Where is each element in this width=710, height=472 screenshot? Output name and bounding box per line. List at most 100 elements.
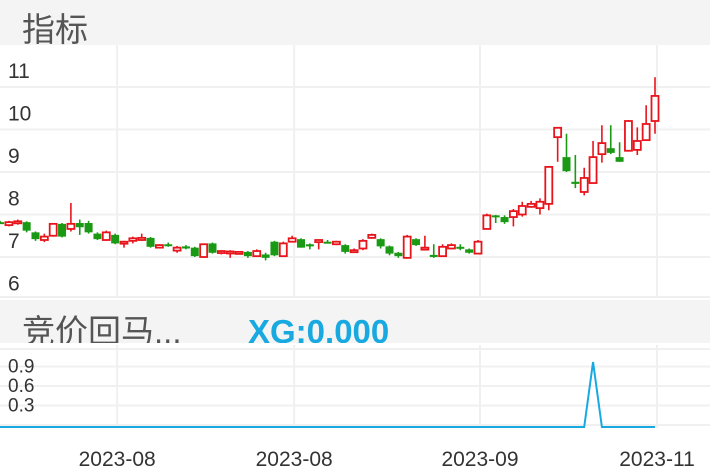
candle-body [331, 240, 341, 246]
candle-body [526, 202, 536, 208]
candle-body [234, 250, 244, 255]
candle-body [4, 221, 14, 227]
panel-title: 指标 [22, 11, 88, 45]
candle-body [597, 142, 607, 156]
candle-up [447, 243, 456, 250]
candle-body [75, 223, 84, 228]
candle-body [297, 239, 305, 248]
candle-body [376, 239, 385, 247]
candle-body [190, 247, 199, 257]
candle-up [13, 219, 23, 225]
candle-down [93, 232, 102, 240]
candle-up [172, 245, 182, 253]
candle-body [624, 120, 633, 152]
candle-body [500, 217, 509, 223]
candle-body [447, 244, 456, 250]
candle-body [412, 239, 421, 246]
candle-body [154, 244, 164, 249]
candle-body [402, 235, 412, 259]
candle-body [13, 220, 23, 225]
candle-down [181, 245, 190, 250]
candle-body [93, 233, 102, 240]
candle-body [606, 148, 615, 153]
candle-body [111, 234, 120, 244]
candle-body [438, 245, 448, 258]
candle-down [58, 223, 67, 238]
candle-body [0, 222, 5, 225]
y-tick-label: 8 [8, 188, 20, 211]
candle-body [579, 177, 589, 193]
candle-up [39, 233, 49, 243]
candle-body [394, 252, 403, 257]
y-tick-label: 9 [8, 145, 20, 168]
candle-down [243, 251, 252, 258]
candle-body [252, 250, 262, 258]
candle-down [270, 240, 279, 257]
candle-down [111, 233, 120, 245]
candle-up [420, 235, 430, 251]
candle-body [323, 241, 332, 244]
candle-down [323, 240, 332, 244]
candle-down [84, 220, 93, 234]
candle-down [75, 219, 84, 235]
candle-up [482, 213, 492, 230]
candle-body [517, 205, 527, 216]
candle-up [402, 234, 412, 259]
candle-body [544, 165, 554, 205]
candle-down [562, 133, 571, 172]
candle-body [465, 249, 474, 253]
candle-up [358, 239, 368, 251]
candle-body [349, 249, 359, 254]
candle-body [243, 251, 252, 257]
candle-down [465, 248, 474, 254]
candle-down [31, 231, 40, 241]
candle-up [216, 250, 226, 255]
candle-up [367, 233, 377, 239]
candle-down [412, 238, 421, 246]
candle-up [287, 235, 297, 243]
candle-up [473, 240, 483, 255]
candle-body [632, 140, 642, 151]
candle-up [579, 167, 589, 196]
candle-body [66, 222, 76, 230]
candle-up [119, 240, 129, 248]
candle-body [119, 240, 129, 245]
candle-up [650, 77, 660, 134]
candle-up [66, 203, 76, 232]
y-tick-label: 0.3 [8, 396, 34, 417]
candle-up [517, 201, 527, 217]
candle-up [278, 241, 288, 258]
candle-up [252, 249, 262, 258]
candle-body [358, 239, 368, 250]
sub-indicator-header[interactable]: 竞价回马... XG:0.000 [0, 300, 710, 343]
candle-body [137, 236, 147, 241]
candle-down [146, 237, 155, 248]
candle-up [4, 220, 14, 227]
candle-body [225, 250, 235, 255]
candle-down [297, 238, 305, 248]
candle-body [562, 157, 571, 172]
candle-down [0, 220, 5, 225]
y-tick-label: 0.9 [8, 357, 34, 378]
candle-up [544, 165, 554, 211]
sub-panel-title[interactable]: 竞价回马... [22, 313, 182, 343]
candle-up [597, 125, 607, 163]
candle-body [491, 215, 500, 218]
candlestick-series [0, 77, 660, 261]
candle-up [508, 208, 518, 227]
y-tick-label: 11 [8, 60, 30, 83]
candle-body [146, 237, 155, 247]
candle-up [553, 126, 563, 162]
candle-up [199, 243, 209, 258]
x-tick-label: 2023-09 [441, 448, 518, 471]
candle-up [234, 250, 244, 255]
candle-body [615, 157, 624, 162]
candle-up [331, 240, 341, 246]
candle-down [261, 252, 270, 261]
candle-up [632, 127, 642, 155]
y-tick-label: 6 [8, 273, 20, 296]
candle-body [650, 95, 660, 122]
candle-body [278, 242, 288, 258]
candle-up [314, 239, 324, 250]
candle-body [31, 232, 40, 240]
